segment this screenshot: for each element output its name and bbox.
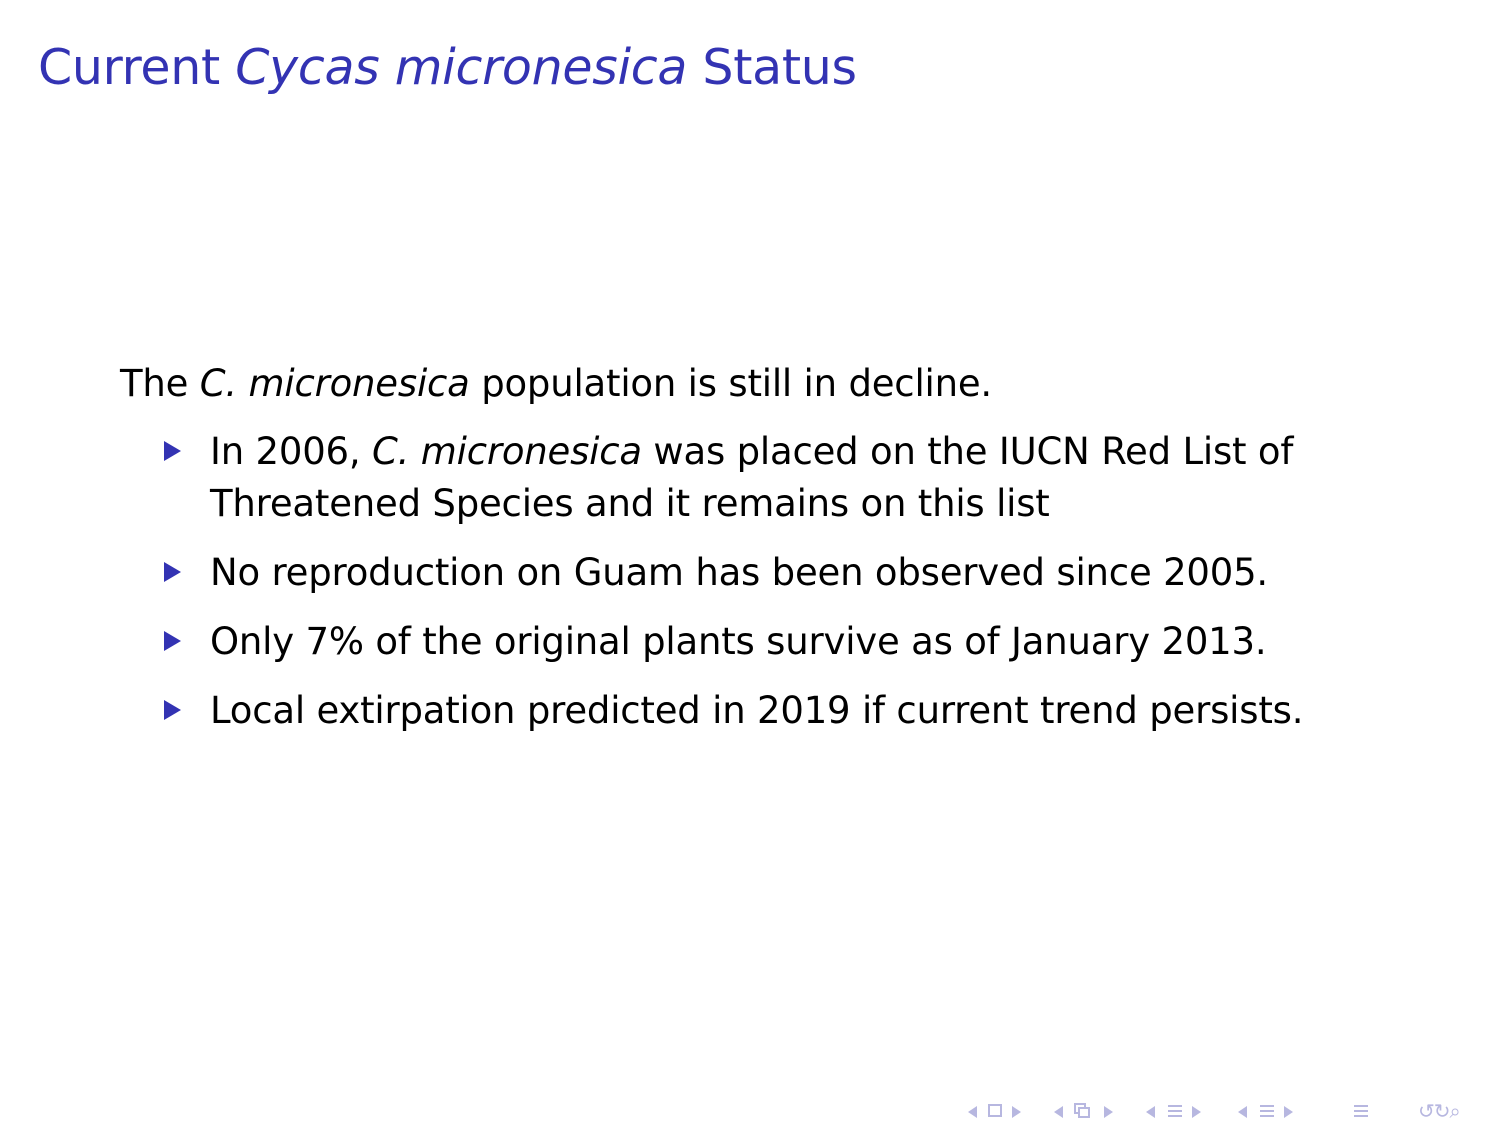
slide-next-arrow-icon[interactable]	[1284, 1106, 1293, 1118]
bullet-text: Only 7% of the original plants survive a…	[210, 620, 1267, 663]
bullet-triangle-icon	[164, 631, 181, 651]
bullet-triangle-icon	[164, 441, 181, 461]
bullet-triangle-icon	[164, 700, 181, 720]
bullet-body: was placed on the IUCN Red List of Threa…	[210, 430, 1294, 525]
bullet-list: In 2006, C. micronesica was placed on th…	[120, 426, 1420, 737]
section-prev-arrow-icon[interactable]	[1054, 1106, 1063, 1118]
document-icon[interactable]	[1354, 1105, 1368, 1117]
beamer-navigation-bar: ↺↻⌕	[962, 1098, 1492, 1124]
subsection-icon[interactable]	[1168, 1105, 1182, 1117]
intro-text: The C. micronesica population is still i…	[120, 358, 1420, 410]
intro-species: C. micronesica	[199, 362, 470, 405]
slide-body: The C. micronesica population is still i…	[120, 358, 1420, 754]
slide-title: Current Cycas micronesica Status	[38, 36, 857, 100]
slide-prev-arrow-icon[interactable]	[1238, 1106, 1247, 1118]
bullet-triangle-icon	[164, 562, 181, 582]
bullet-item-reproduction: No reproduction on Guam has been observe…	[120, 547, 1420, 599]
bullet-text: In 2006, C. micronesica was placed on th…	[210, 426, 1360, 530]
frame-stack-icon[interactable]	[1078, 1107, 1090, 1118]
bullet-item-extirpation: Local extirpation predicted in 2019 if c…	[120, 685, 1420, 737]
search-back-icon[interactable]: ↺↻⌕	[1418, 1099, 1461, 1123]
title-suffix: Status	[687, 39, 857, 96]
title-prefix: Current	[38, 39, 236, 96]
bullet-text: Local extirpation predicted in 2019 if c…	[210, 689, 1304, 732]
intro-suffix: population is still in decline.	[469, 362, 992, 405]
bullet-item-survival: Only 7% of the original plants survive a…	[120, 616, 1420, 668]
subsection-next-arrow-icon[interactable]	[1192, 1106, 1201, 1118]
bullet-text: No reproduction on Guam has been observe…	[210, 551, 1268, 594]
bullet-species: C. micronesica	[372, 430, 642, 473]
nav-next-arrow-icon[interactable]	[1012, 1106, 1021, 1118]
subsection-prev-arrow-icon[interactable]	[1146, 1106, 1155, 1118]
intro-prefix: The	[120, 362, 200, 405]
outline-icon[interactable]	[1260, 1105, 1274, 1117]
bullet-prefix: In 2006,	[210, 430, 373, 473]
title-species: Cycas micronesica	[235, 39, 688, 96]
bullet-item-iucn: In 2006, C. micronesica was placed on th…	[120, 426, 1420, 530]
frame-icon[interactable]	[988, 1104, 1002, 1117]
section-next-arrow-icon[interactable]	[1104, 1106, 1113, 1118]
nav-prev-arrow-icon[interactable]	[968, 1106, 977, 1118]
